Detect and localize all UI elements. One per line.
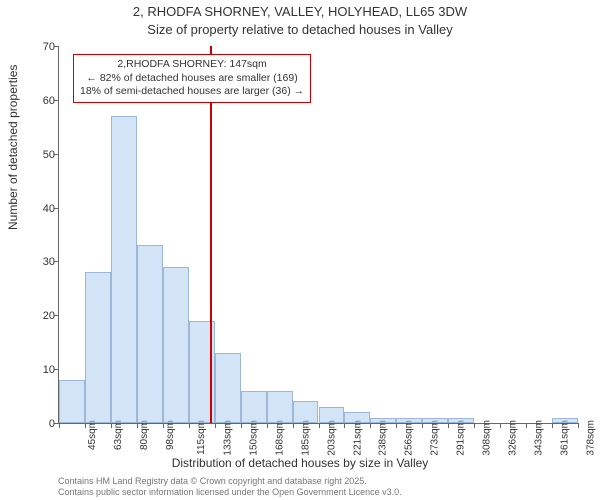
x-tick-label: 221sqm: [352, 420, 363, 456]
x-tick-label: 291sqm: [456, 420, 467, 456]
x-tick-label: 238sqm: [378, 420, 389, 456]
y-tick-label: 60: [25, 95, 59, 107]
chart-container: 2, RHODFA SHORNEY, VALLEY, HOLYHEAD, LL6…: [0, 0, 600, 500]
x-tick-mark: [578, 423, 579, 428]
x-tick-label: 326sqm: [508, 420, 519, 456]
x-tick-mark: [370, 423, 371, 428]
x-tick-mark: [526, 423, 527, 428]
histogram-bar: [293, 401, 319, 423]
y-tick-label: 0: [25, 418, 59, 430]
footer-line1: Contains HM Land Registry data © Crown c…: [58, 476, 402, 487]
x-tick-mark: [500, 423, 501, 428]
annotation-line3: 18% of semi-detached houses are larger (…: [80, 85, 304, 99]
x-tick-mark: [319, 423, 320, 428]
x-tick-label: 343sqm: [534, 420, 545, 456]
footer-attribution: Contains HM Land Registry data © Crown c…: [58, 476, 402, 498]
chart-title-line2: Size of property relative to detached ho…: [0, 22, 600, 37]
x-tick-label: 45sqm: [87, 420, 98, 450]
annotation-line2: ← 82% of detached houses are smaller (16…: [80, 72, 304, 86]
histogram-bar: [241, 391, 267, 423]
x-tick-label: 63sqm: [113, 420, 124, 450]
x-axis-label: Distribution of detached houses by size …: [0, 456, 600, 470]
footer-line2: Contains public sector information licen…: [58, 487, 402, 498]
histogram-bar: [59, 380, 85, 423]
histogram-bar: [370, 418, 396, 423]
x-tick-label: 168sqm: [274, 420, 285, 456]
y-tick-label: 40: [25, 203, 59, 215]
plot-area: 01020304050607045sqm63sqm80sqm98sqm115sq…: [58, 46, 578, 424]
x-tick-label: 308sqm: [482, 420, 493, 456]
chart-title-line1: 2, RHODFA SHORNEY, VALLEY, HOLYHEAD, LL6…: [0, 4, 600, 19]
annotation-box: 2,RHODFA SHORNEY: 147sqm ← 82% of detach…: [73, 54, 311, 103]
x-tick-mark: [241, 423, 242, 428]
x-tick-mark: [85, 423, 86, 428]
x-tick-mark: [163, 423, 164, 428]
histogram-bar: [163, 267, 189, 423]
histogram-bar: [422, 418, 448, 423]
x-tick-label: 273sqm: [430, 420, 441, 456]
x-tick-mark: [137, 423, 138, 428]
histogram-bar: [448, 418, 474, 423]
x-tick-label: 115sqm: [196, 420, 207, 455]
x-tick-label: 203sqm: [326, 420, 337, 456]
x-tick-label: 133sqm: [222, 420, 233, 456]
x-tick-label: 256sqm: [404, 420, 415, 456]
histogram-bar: [319, 407, 345, 423]
histogram-bar: [215, 353, 241, 423]
x-tick-mark: [267, 423, 268, 428]
x-tick-label: 150sqm: [248, 420, 259, 456]
histogram-bar: [344, 412, 370, 423]
x-tick-label: 361sqm: [560, 420, 571, 456]
x-tick-mark: [552, 423, 553, 428]
x-tick-mark: [111, 423, 112, 428]
x-tick-label: 98sqm: [165, 420, 176, 450]
annotation-line1: 2,RHODFA SHORNEY: 147sqm: [80, 58, 304, 72]
histogram-bar: [111, 116, 137, 423]
y-tick-label: 30: [25, 256, 59, 268]
x-tick-mark: [422, 423, 423, 428]
histogram-bar: [137, 245, 163, 423]
x-tick-mark: [189, 423, 190, 428]
x-tick-mark: [396, 423, 397, 428]
x-tick-mark: [293, 423, 294, 428]
x-tick-mark: [215, 423, 216, 428]
x-tick-label: 185sqm: [300, 420, 311, 456]
y-axis-label: Number of detached properties: [6, 65, 20, 230]
x-tick-label: 80sqm: [139, 420, 150, 450]
x-tick-mark: [344, 423, 345, 428]
y-tick-label: 20: [25, 310, 59, 322]
x-tick-mark: [448, 423, 449, 428]
histogram-bar: [267, 391, 293, 423]
x-tick-mark: [474, 423, 475, 428]
y-tick-label: 10: [25, 364, 59, 376]
histogram-bar: [85, 272, 111, 423]
histogram-bar: [396, 418, 422, 423]
y-tick-label: 70: [25, 41, 59, 53]
x-tick-label: 378sqm: [586, 420, 597, 456]
histogram-bar: [552, 418, 578, 423]
x-tick-mark: [59, 423, 60, 428]
y-tick-label: 50: [25, 149, 59, 161]
